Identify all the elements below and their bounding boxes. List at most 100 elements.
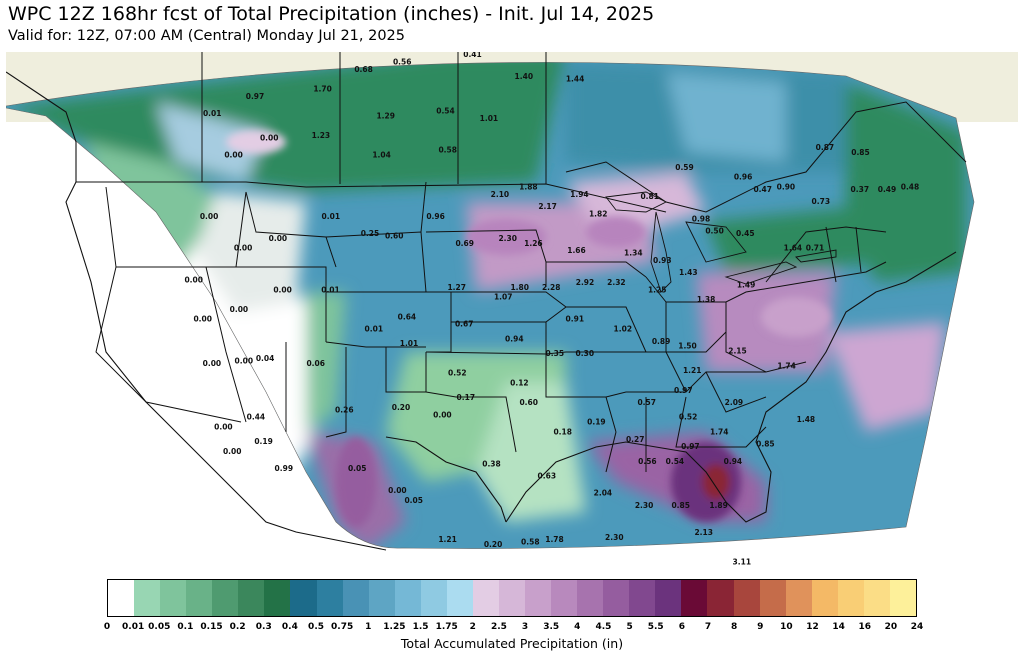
station-value: 0.00 — [230, 305, 249, 314]
station-value: 0.68 — [354, 65, 373, 74]
station-value: 0.90 — [777, 182, 796, 191]
station-value: 1.66 — [567, 246, 586, 255]
colorbar-tick-label: 1 — [365, 622, 372, 632]
colorbar-swatch — [264, 580, 291, 616]
valid-time-subtitle: Valid for: 12Z, 07:00 AM (Central) Monda… — [8, 28, 406, 44]
station-value: 0.57 — [637, 398, 656, 407]
colorbar-ticks: 0 0.01 0.05 0.1 0.15 0.2 0.3 0.4 0.5 0.75 1 1.25 1.5… — [104, 622, 923, 636]
colorbar-tick-label: 1.5 — [412, 622, 429, 632]
colorbar-tick-label: 20 — [884, 622, 898, 632]
station-value: 0.00 — [193, 315, 212, 324]
station-value: 0.85 — [671, 501, 690, 510]
station-value: 1.01 — [480, 114, 499, 123]
colorbar-swatch — [368, 580, 395, 616]
colorbar-swatch — [655, 580, 682, 616]
station-value: 0.01 — [321, 285, 340, 294]
station-value: 0.26 — [335, 405, 354, 414]
colorbar — [107, 579, 917, 617]
colorbar-swatch — [342, 580, 369, 616]
colorbar-swatch — [707, 580, 734, 616]
station-value: 0.63 — [538, 472, 557, 481]
station-value: 0.58 — [521, 538, 540, 547]
colorbar-tick-label: 14 — [832, 622, 845, 632]
station-value: 1.94 — [570, 190, 589, 199]
colorbar-tick-label: 0.15 — [200, 622, 223, 632]
colorbar-swatch — [420, 580, 447, 616]
colorbar-tick-label: 0.01 — [122, 622, 145, 632]
colorbar-tick-label: 3 — [521, 622, 529, 632]
station-value: 0.96 — [734, 173, 753, 182]
station-value: 0.64 — [398, 312, 417, 321]
station-value: 1.21 — [683, 366, 702, 375]
station-value: 2.17 — [538, 202, 557, 211]
station-value: 0.38 — [482, 459, 501, 468]
colorbar-tick-label: 1.25 — [383, 622, 406, 632]
station-value: 0.50 — [705, 227, 724, 236]
station-value: 2.09 — [725, 398, 744, 407]
station-value: 0.52 — [679, 413, 698, 422]
station-value: 0.97 — [674, 386, 693, 395]
station-value: 1.74 — [777, 361, 796, 370]
colorbar-tick-label: 16 — [858, 622, 871, 632]
station-value: 1.43 — [679, 268, 698, 277]
station-value: 1.04 — [372, 151, 391, 160]
station-value: 1.88 — [519, 182, 538, 191]
colorbar-tick-label: 6 — [678, 622, 685, 632]
station-value: 0.52 — [448, 369, 467, 378]
station-value: 1.70 — [313, 84, 332, 93]
station-value: 0.56 — [393, 58, 412, 67]
station-value: 0.44 — [247, 413, 266, 422]
colorbar-tick-label: 0.4 — [281, 622, 298, 632]
station-value: 2.30 — [635, 501, 654, 510]
station-value: 0.94 — [724, 457, 743, 466]
station-value: 0.00 — [260, 133, 279, 142]
station-value: 0.00 — [269, 234, 288, 243]
station-value: 0.97 — [246, 92, 265, 101]
colorbar-swatch — [759, 580, 786, 616]
colorbar-swatch — [316, 580, 343, 616]
station-value: 0.81 — [640, 192, 659, 201]
station-value: 0.54 — [666, 457, 685, 466]
colorbar-swatch — [629, 580, 656, 616]
station-value: 2.32 — [607, 278, 626, 287]
station-value: 0.04 — [256, 354, 275, 363]
colorbar-label: Total Accumulated Precipitation (in) — [400, 636, 624, 651]
station-value: 0.47 — [753, 185, 772, 194]
colorbar-swatch — [472, 580, 499, 616]
station-value: 1.78 — [545, 535, 564, 544]
colorbar-swatch — [160, 580, 187, 616]
station-value: 0.27 — [626, 435, 645, 444]
colorbar-swatch — [134, 580, 161, 616]
station-value: 2.10 — [491, 190, 510, 199]
station-value: 0.96 — [426, 212, 445, 221]
colorbar-tick-label: 0.1 — [177, 622, 194, 632]
station-value: 1.74 — [710, 427, 729, 436]
station-value: 0.54 — [436, 107, 455, 116]
station-value: 1.01 — [400, 339, 419, 348]
colorbar-swatch — [681, 580, 708, 616]
colorbar-swatch — [733, 580, 760, 616]
station-value: 0.59 — [675, 163, 694, 172]
station-value: 1.49 — [737, 280, 756, 289]
station-value: 1.02 — [614, 325, 633, 334]
station-value: 1.29 — [376, 111, 395, 120]
station-value: 1.25 — [648, 285, 667, 294]
station-value: 0.60 — [519, 398, 538, 407]
station-value: 2.30 — [605, 533, 624, 542]
station-value: 0.49 — [878, 185, 897, 194]
station-value: 2.15 — [728, 347, 747, 356]
station-value: 1.44 — [566, 75, 585, 84]
colorbar-swatch — [785, 580, 812, 616]
station-value: 0.00 — [234, 244, 253, 253]
colorbar-swatch — [577, 580, 604, 616]
station-value: 0.99 — [275, 464, 294, 473]
station-value: 2.92 — [576, 278, 595, 287]
colorbar-tick-label: 0.3 — [255, 622, 272, 632]
station-value: 0.00 — [223, 447, 242, 456]
colorbar-tick-label: 2.5 — [490, 622, 507, 632]
colorbar-swatch — [603, 580, 630, 616]
station-value: 0.00 — [388, 486, 407, 495]
station-value: 3.11 — [733, 557, 752, 566]
station-value: 0.01 — [322, 212, 341, 221]
station-value: 1.82 — [589, 209, 608, 218]
